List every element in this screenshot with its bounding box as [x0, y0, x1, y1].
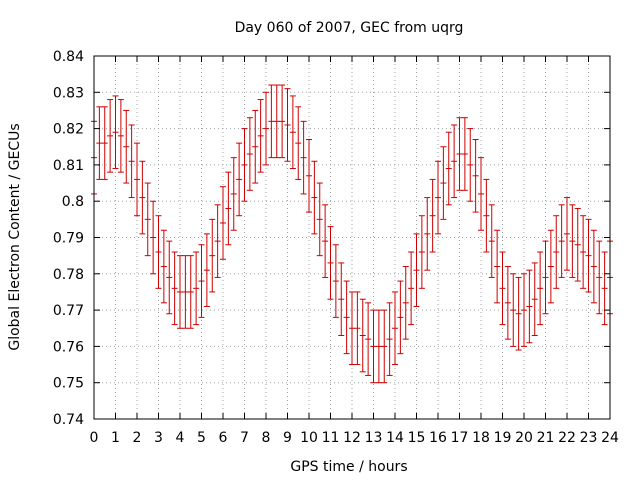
x-tick-label: 24: [601, 430, 619, 446]
y-tick-label: 0.74: [53, 412, 84, 428]
x-tick-label: 8: [262, 430, 271, 446]
y-tick-label: 0.83: [53, 85, 84, 101]
y-tick-label: 0.8: [62, 194, 84, 210]
data-points: [91, 84, 613, 384]
y-axis-label: Global Electron Content / GECUs: [7, 123, 23, 350]
x-tick-label: 12: [343, 430, 361, 446]
x-tick-label: 10: [300, 430, 318, 446]
x-tick-label: 7: [240, 430, 249, 446]
x-tick-label: 14: [386, 430, 404, 446]
x-tick-label: 16: [429, 430, 447, 446]
x-tick-label: 0: [90, 430, 99, 446]
x-tick-label: 13: [365, 430, 383, 446]
y-tick-label: 0.76: [53, 339, 84, 355]
x-tick-label: 3: [154, 430, 163, 446]
x-tick-label: 17: [451, 430, 469, 446]
x-tick-label: 2: [133, 430, 142, 446]
chart-title: Day 060 of 2007, GEC from uqrg: [235, 20, 464, 36]
y-tick-label: 0.75: [53, 376, 84, 392]
x-tick-label: 23: [580, 430, 598, 446]
x-tick-label: 21: [537, 430, 555, 446]
x-tick-label: 22: [558, 430, 576, 446]
y-tick-label: 0.82: [53, 122, 84, 138]
x-tick-label: 9: [283, 430, 292, 446]
y-tick-label: 0.79: [53, 231, 84, 247]
x-tick-label: 11: [322, 430, 340, 446]
y-tick-label: 0.77: [53, 303, 84, 319]
y-tick-label: 0.81: [53, 158, 84, 174]
x-tick-label: 19: [494, 430, 512, 446]
y-tick-label: 0.84: [53, 49, 84, 65]
axis-ticks: 0 1 2 3 4 5 6 7 8 9 10 11 12 13 14 15 16 17 18 19 20 21 22 23 24…: [53, 49, 619, 446]
x-tick-label: 18: [472, 430, 490, 446]
x-tick-label: 5: [197, 430, 206, 446]
x-tick-label: 4: [176, 430, 185, 446]
x-tick-label: 6: [219, 430, 228, 446]
x-axis-label: GPS time / hours: [290, 459, 407, 475]
x-tick-label: 15: [408, 430, 426, 446]
x-tick-label: 1: [111, 430, 120, 446]
x-tick-label: 20: [515, 430, 533, 446]
y-tick-label: 0.78: [53, 267, 84, 283]
